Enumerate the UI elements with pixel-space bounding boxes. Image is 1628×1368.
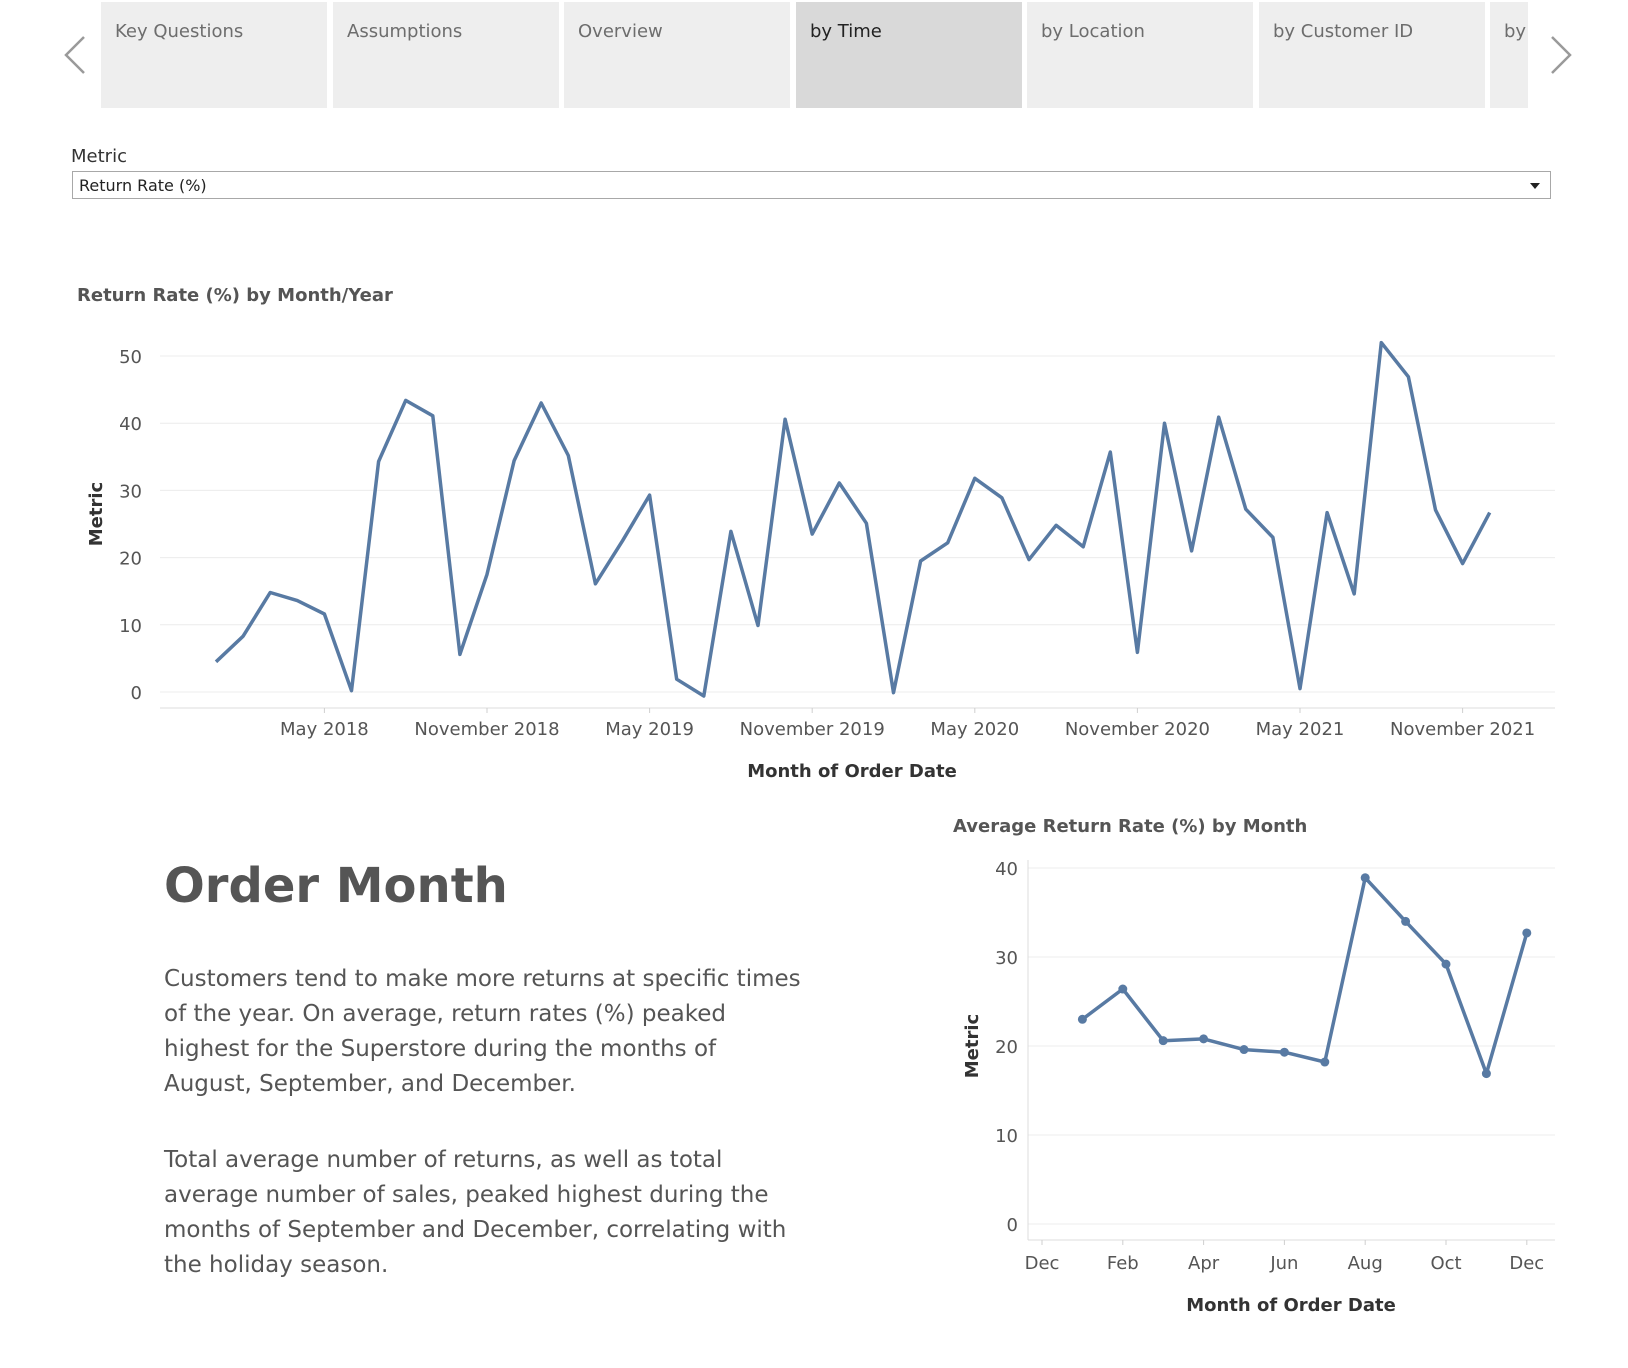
y-tick-label: 40 <box>995 859 1018 880</box>
data-point <box>1441 959 1451 969</box>
x-tick-label: Jun <box>1269 1253 1298 1274</box>
y-tick-label: 30 <box>995 948 1018 969</box>
caret-down-icon <box>1530 183 1540 189</box>
data-point <box>1360 873 1370 883</box>
chevron-left-icon <box>64 36 85 74</box>
text-panel-paragraph-2: Total average number of returns, as well… <box>164 1147 787 1278</box>
metric-dropdown-value: Return Rate (%) <box>79 176 207 195</box>
x-axis-title: Month of Order Date <box>747 761 957 782</box>
data-point <box>1522 928 1532 938</box>
story-tabs: Key Questions Assumptions Overview by Ti… <box>101 2 1528 108</box>
data-point <box>1118 984 1128 994</box>
x-axis-title: Month of Order Date <box>1186 1295 1396 1316</box>
y-tick-label: 40 <box>119 414 142 435</box>
y-tick-label: 10 <box>119 616 142 637</box>
data-point <box>1320 1057 1330 1067</box>
x-tick-label: Dec <box>1025 1253 1060 1274</box>
x-tick-label: Dec <box>1509 1253 1544 1274</box>
chevron-right-icon <box>1551 36 1572 74</box>
x-tick-label: May 2018 <box>280 719 369 740</box>
y-tick-label: 20 <box>119 549 142 570</box>
average-return-rate-by-month-chart: 0 10 20 30 40 Dec Feb Apr Jun Aug Oct Dec Month of O… <box>962 859 1555 1316</box>
tab-assumptions[interactable]: Assumptions <box>333 2 559 108</box>
x-tick-label: Aug <box>1348 1253 1383 1274</box>
text-panel-heading: Order Month <box>164 858 508 914</box>
x-tick-label: Oct <box>1430 1253 1461 1274</box>
metric-filter-label: Metric <box>71 146 127 167</box>
y-tick-label: 30 <box>119 481 142 502</box>
y-tick-label: 0 <box>131 683 142 704</box>
x-tick-label: May 2019 <box>605 719 694 740</box>
x-tick-label: November 2021 <box>1390 719 1535 740</box>
y-tick-label: 50 <box>119 347 142 368</box>
return-rate-by-month-year-chart: 0 10 20 30 40 50 May 2018 November 2018 May 2019… <box>86 340 1555 782</box>
y-tick-label: 0 <box>1007 1215 1018 1236</box>
tab-by-time[interactable]: by Time <box>796 2 1022 108</box>
text-panel-paragraph-1: Customers tend to make more returns at s… <box>164 966 801 1097</box>
tab-by-partial[interactable]: by <box>1490 2 1528 108</box>
x-tick-label: May 2020 <box>930 719 1019 740</box>
previous-tab-button[interactable] <box>54 20 104 90</box>
x-tick-label: November 2019 <box>740 719 885 740</box>
chart2-title: Average Return Rate (%) by Month <box>953 816 1308 837</box>
y-tick-label: 20 <box>995 1037 1018 1058</box>
tab-by-location[interactable]: by Location <box>1027 2 1253 108</box>
tab-overview[interactable]: Overview <box>564 2 790 108</box>
chart1-title: Return Rate (%) by Month/Year <box>77 285 393 306</box>
x-tick-label: November 2020 <box>1065 719 1210 740</box>
data-point <box>1481 1069 1491 1079</box>
data-point <box>1401 916 1411 926</box>
data-point <box>1158 1036 1168 1046</box>
tab-by-customer-id[interactable]: by Customer ID <box>1259 2 1485 108</box>
y-axis-title: Metric <box>86 482 107 546</box>
series-line <box>214 340 1492 698</box>
data-point <box>1279 1047 1289 1057</box>
y-tick-label: 10 <box>995 1126 1018 1147</box>
x-tick-label: May 2021 <box>1256 719 1345 740</box>
x-tick-label: Feb <box>1107 1253 1139 1274</box>
metric-dropdown[interactable]: Return Rate (%) <box>72 171 1551 199</box>
y-axis-title: Metric <box>962 1014 983 1078</box>
x-tick-label: Apr <box>1188 1253 1220 1274</box>
series-line <box>1081 876 1529 1076</box>
next-tab-button[interactable] <box>1532 20 1582 90</box>
x-tick-label: November 2018 <box>414 719 559 740</box>
tab-key-questions[interactable]: Key Questions <box>101 2 327 108</box>
data-point <box>1239 1045 1249 1055</box>
data-point <box>1199 1034 1209 1044</box>
data-point <box>1077 1014 1087 1024</box>
